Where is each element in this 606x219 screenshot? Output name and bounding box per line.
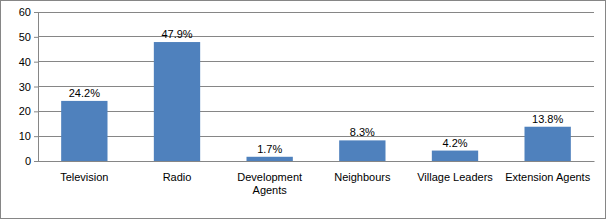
y-tick-label: 60: [19, 6, 31, 18]
y-tick: 40: [19, 56, 38, 68]
grid-line: [38, 161, 594, 162]
x-tick-label: Neighbours: [334, 171, 391, 183]
x-tick: DevelopmentAgents: [237, 171, 302, 196]
bar: [61, 101, 107, 161]
x-tick-label: DevelopmentAgents: [237, 171, 302, 196]
x-tick: Television: [60, 171, 108, 183]
y-tick: 60: [19, 6, 38, 18]
y-tick-label: 0: [25, 155, 31, 167]
bar: [432, 151, 478, 161]
y-tick-mark: [34, 136, 38, 137]
grid-line: [38, 86, 594, 87]
y-tick: 0: [25, 155, 38, 167]
y-axis-line: [34, 13, 39, 162]
y-tick-label: 30: [19, 81, 31, 93]
bar: [154, 42, 200, 161]
x-axis: Television Radio DevelopmentAgents Neighbou…: [39, 162, 595, 197]
y-tick-mark: [34, 62, 38, 63]
y-tick-label: 50: [19, 31, 31, 43]
y-tick: 20: [19, 105, 38, 117]
x-tick-label-line: Agents: [253, 184, 288, 196]
y-tick-mark: [34, 12, 38, 13]
x-tick: Radio: [163, 171, 192, 183]
y-tick-label: 10: [19, 130, 31, 142]
data-labels: 24.2% 47.9% 1.7% 8.3% 4.2% 13.8%: [69, 28, 564, 155]
grid-line: [38, 12, 594, 13]
y-tick-mark: [34, 111, 38, 112]
grid-line: [38, 136, 594, 137]
bar: [525, 127, 571, 161]
y-tick-mark: [34, 37, 38, 38]
x-tick: Neighbours: [334, 171, 391, 183]
grid-line: [38, 61, 594, 62]
grid-line: [38, 36, 594, 37]
data-label: 24.2%: [69, 87, 100, 99]
x-tick-label: Television: [60, 171, 108, 183]
grid: [38, 12, 594, 161]
y-tick-label: 40: [19, 56, 31, 68]
y-tick-mark: [34, 87, 38, 88]
plot: 0 10 20 30 40 50 60 Television Radio DevelopmentA…: [19, 6, 595, 196]
x-tick-label: Village Leaders: [417, 171, 493, 183]
x-axis-line: [39, 161, 595, 162]
x-tick-label: Extension Agents: [505, 171, 591, 183]
data-label: 47.9%: [161, 28, 192, 40]
chart-frame: [1, 1, 606, 219]
x-tick: Extension Agents: [505, 171, 591, 183]
y-axis: 0 10 20 30 40 50 60: [19, 6, 39, 167]
y-tick: 30: [19, 81, 38, 93]
data-label: 8.3%: [350, 126, 375, 138]
x-tick: Village Leaders: [417, 171, 493, 183]
grid-line: [38, 111, 594, 112]
data-label: 13.8%: [532, 113, 563, 125]
chart-root: 0 10 20 30 40 50 60 Television Radio DevelopmentA…: [0, 0, 606, 219]
y-tick-mark: [34, 161, 38, 162]
y-tick: 10: [19, 130, 38, 142]
x-tick-label-line: Development: [237, 171, 302, 183]
bar: [339, 140, 385, 161]
bar: [247, 157, 293, 161]
data-label: 1.7%: [257, 143, 282, 155]
x-tick-label: Radio: [163, 171, 192, 183]
y-tick: 50: [19, 31, 38, 43]
y-tick-label: 20: [19, 105, 31, 117]
bars: [61, 42, 571, 161]
data-label: 4.2%: [442, 137, 467, 149]
